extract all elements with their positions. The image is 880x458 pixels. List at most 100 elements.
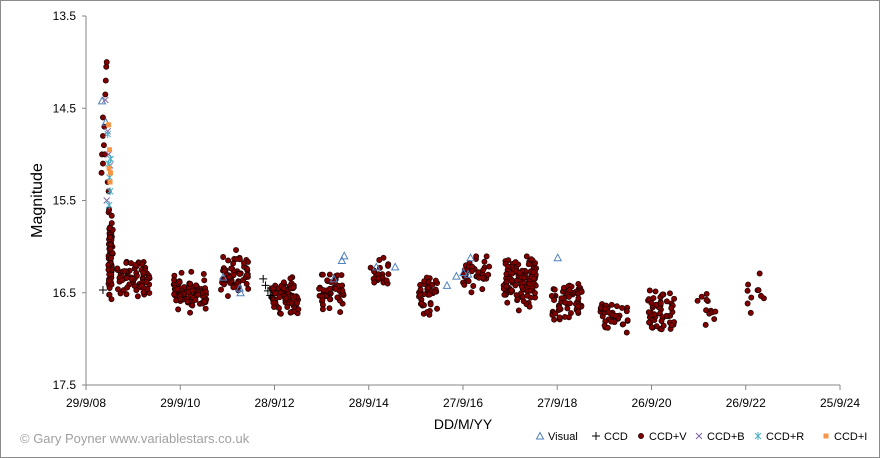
ccd-v-point — [748, 294, 755, 301]
ccd-v-point — [272, 290, 279, 297]
ccd-v-point — [243, 280, 250, 287]
ccd-v-point — [551, 297, 558, 304]
ccd-point — [259, 274, 268, 283]
ccd-v-point — [225, 257, 232, 264]
ccd-v-point — [512, 259, 519, 266]
ccd-v-point — [612, 312, 619, 319]
ccd-v-point — [504, 263, 511, 270]
visual-point — [459, 267, 468, 276]
legend-label: Visual — [548, 431, 578, 443]
ccd-v-point — [124, 284, 131, 291]
ccd-v-point — [564, 305, 571, 312]
ccd-v-point — [218, 286, 224, 293]
ccd-v-point — [332, 285, 339, 292]
ccd-v-point — [756, 270, 763, 277]
x-tick-label: 29/9/08 — [66, 396, 106, 410]
ccd-v-point — [134, 293, 141, 300]
ccd-v-point — [660, 322, 667, 329]
x-axis-title: DD/M/YY — [434, 416, 493, 432]
ccd-v-point — [184, 298, 191, 305]
ccd-v-point — [518, 283, 525, 290]
ccd-v-point — [102, 77, 109, 84]
ccd-v-point — [432, 277, 439, 284]
x-tick-label: 29/9/10 — [160, 396, 200, 410]
ccd-v-point — [671, 295, 678, 302]
ccd-v-point — [575, 295, 582, 302]
ccd-v-point — [465, 278, 472, 285]
ccd-i-point — [106, 165, 112, 171]
ccd-v-point — [668, 305, 675, 312]
legend-marker — [592, 432, 600, 440]
ccd-v-point — [106, 225, 113, 232]
ccd-v-point — [339, 287, 346, 294]
ccd-v-point — [115, 286, 121, 293]
ccd-v-point — [556, 314, 563, 321]
ccd-v-point — [290, 284, 297, 291]
ccd-v-point — [171, 291, 178, 298]
ccd-v-point — [326, 271, 333, 278]
ccd-v-point — [479, 286, 486, 293]
ccd-v-point — [140, 269, 147, 276]
ccd-v-point — [139, 261, 146, 268]
ccd-v-point — [376, 264, 383, 271]
ccd-v-point — [107, 234, 113, 241]
ccd-v-point — [132, 261, 139, 268]
ccd-v-point — [100, 114, 106, 121]
ccd-v-point — [245, 285, 252, 292]
ccd-v-point — [178, 269, 185, 276]
ccd-v-point — [501, 291, 508, 298]
ccd-v-point — [424, 309, 431, 316]
ccd-v-point — [220, 254, 227, 260]
ccd-v-point — [481, 258, 488, 265]
ccd-v-point — [508, 287, 515, 294]
ccd-v-point — [192, 296, 199, 303]
ccd-v-point — [100, 142, 107, 149]
ccd-v-point — [604, 324, 611, 331]
visual-point — [390, 262, 400, 271]
visual-point — [452, 271, 461, 280]
ccd-v-point — [187, 280, 194, 287]
ccd-v-point — [287, 275, 294, 282]
ccd-v-point — [230, 284, 237, 291]
ccd-v-point — [171, 272, 178, 279]
ccd-v-point — [195, 291, 202, 298]
ccd-v-point — [468, 268, 475, 275]
ccd-v-point — [512, 282, 519, 289]
ccd-v-point — [133, 287, 140, 294]
ccd-v-point — [244, 272, 250, 278]
ccd-v-point — [698, 293, 705, 300]
ccd-v-point — [187, 309, 194, 316]
ccd-v-point — [426, 291, 433, 298]
ccd-v-point — [561, 314, 568, 320]
ccd-v-point — [228, 265, 235, 272]
ccd-v-point — [106, 285, 113, 291]
x-tick-label: 27/9/18 — [537, 396, 577, 410]
ccd-v-point — [608, 301, 615, 308]
ccd-v-point — [527, 287, 534, 294]
ccd-r-point — [104, 130, 112, 139]
ccd-i-point — [106, 122, 112, 128]
ccd-v-point — [281, 285, 287, 292]
ccd-v-point — [326, 285, 333, 292]
ccd-v-point — [189, 302, 196, 309]
ccd-v-point — [107, 246, 114, 252]
ccd-v-point — [106, 291, 113, 298]
x-tick-label: 25/9/24 — [820, 396, 860, 410]
visual-point — [101, 117, 111, 126]
ccd-v-point — [367, 264, 374, 271]
ccd-v-point — [663, 312, 670, 319]
ccd-v-point — [375, 275, 382, 282]
ccd-v-point — [418, 300, 425, 307]
ccd-v-point — [221, 267, 228, 274]
ccd-v-point — [108, 212, 115, 219]
ccd-v-point — [275, 305, 282, 312]
ccd-v-point — [503, 283, 510, 290]
copyright-credit: © Gary Poyner www.variablestars.co.uk — [20, 431, 250, 446]
y-tick-label: 16.5 — [53, 286, 77, 300]
ccd-v-point — [475, 269, 482, 276]
ccd-v-point — [294, 300, 300, 307]
ccd-v-point — [324, 277, 331, 284]
ccd-v-point — [646, 287, 653, 294]
ccd-v-point — [614, 303, 620, 310]
